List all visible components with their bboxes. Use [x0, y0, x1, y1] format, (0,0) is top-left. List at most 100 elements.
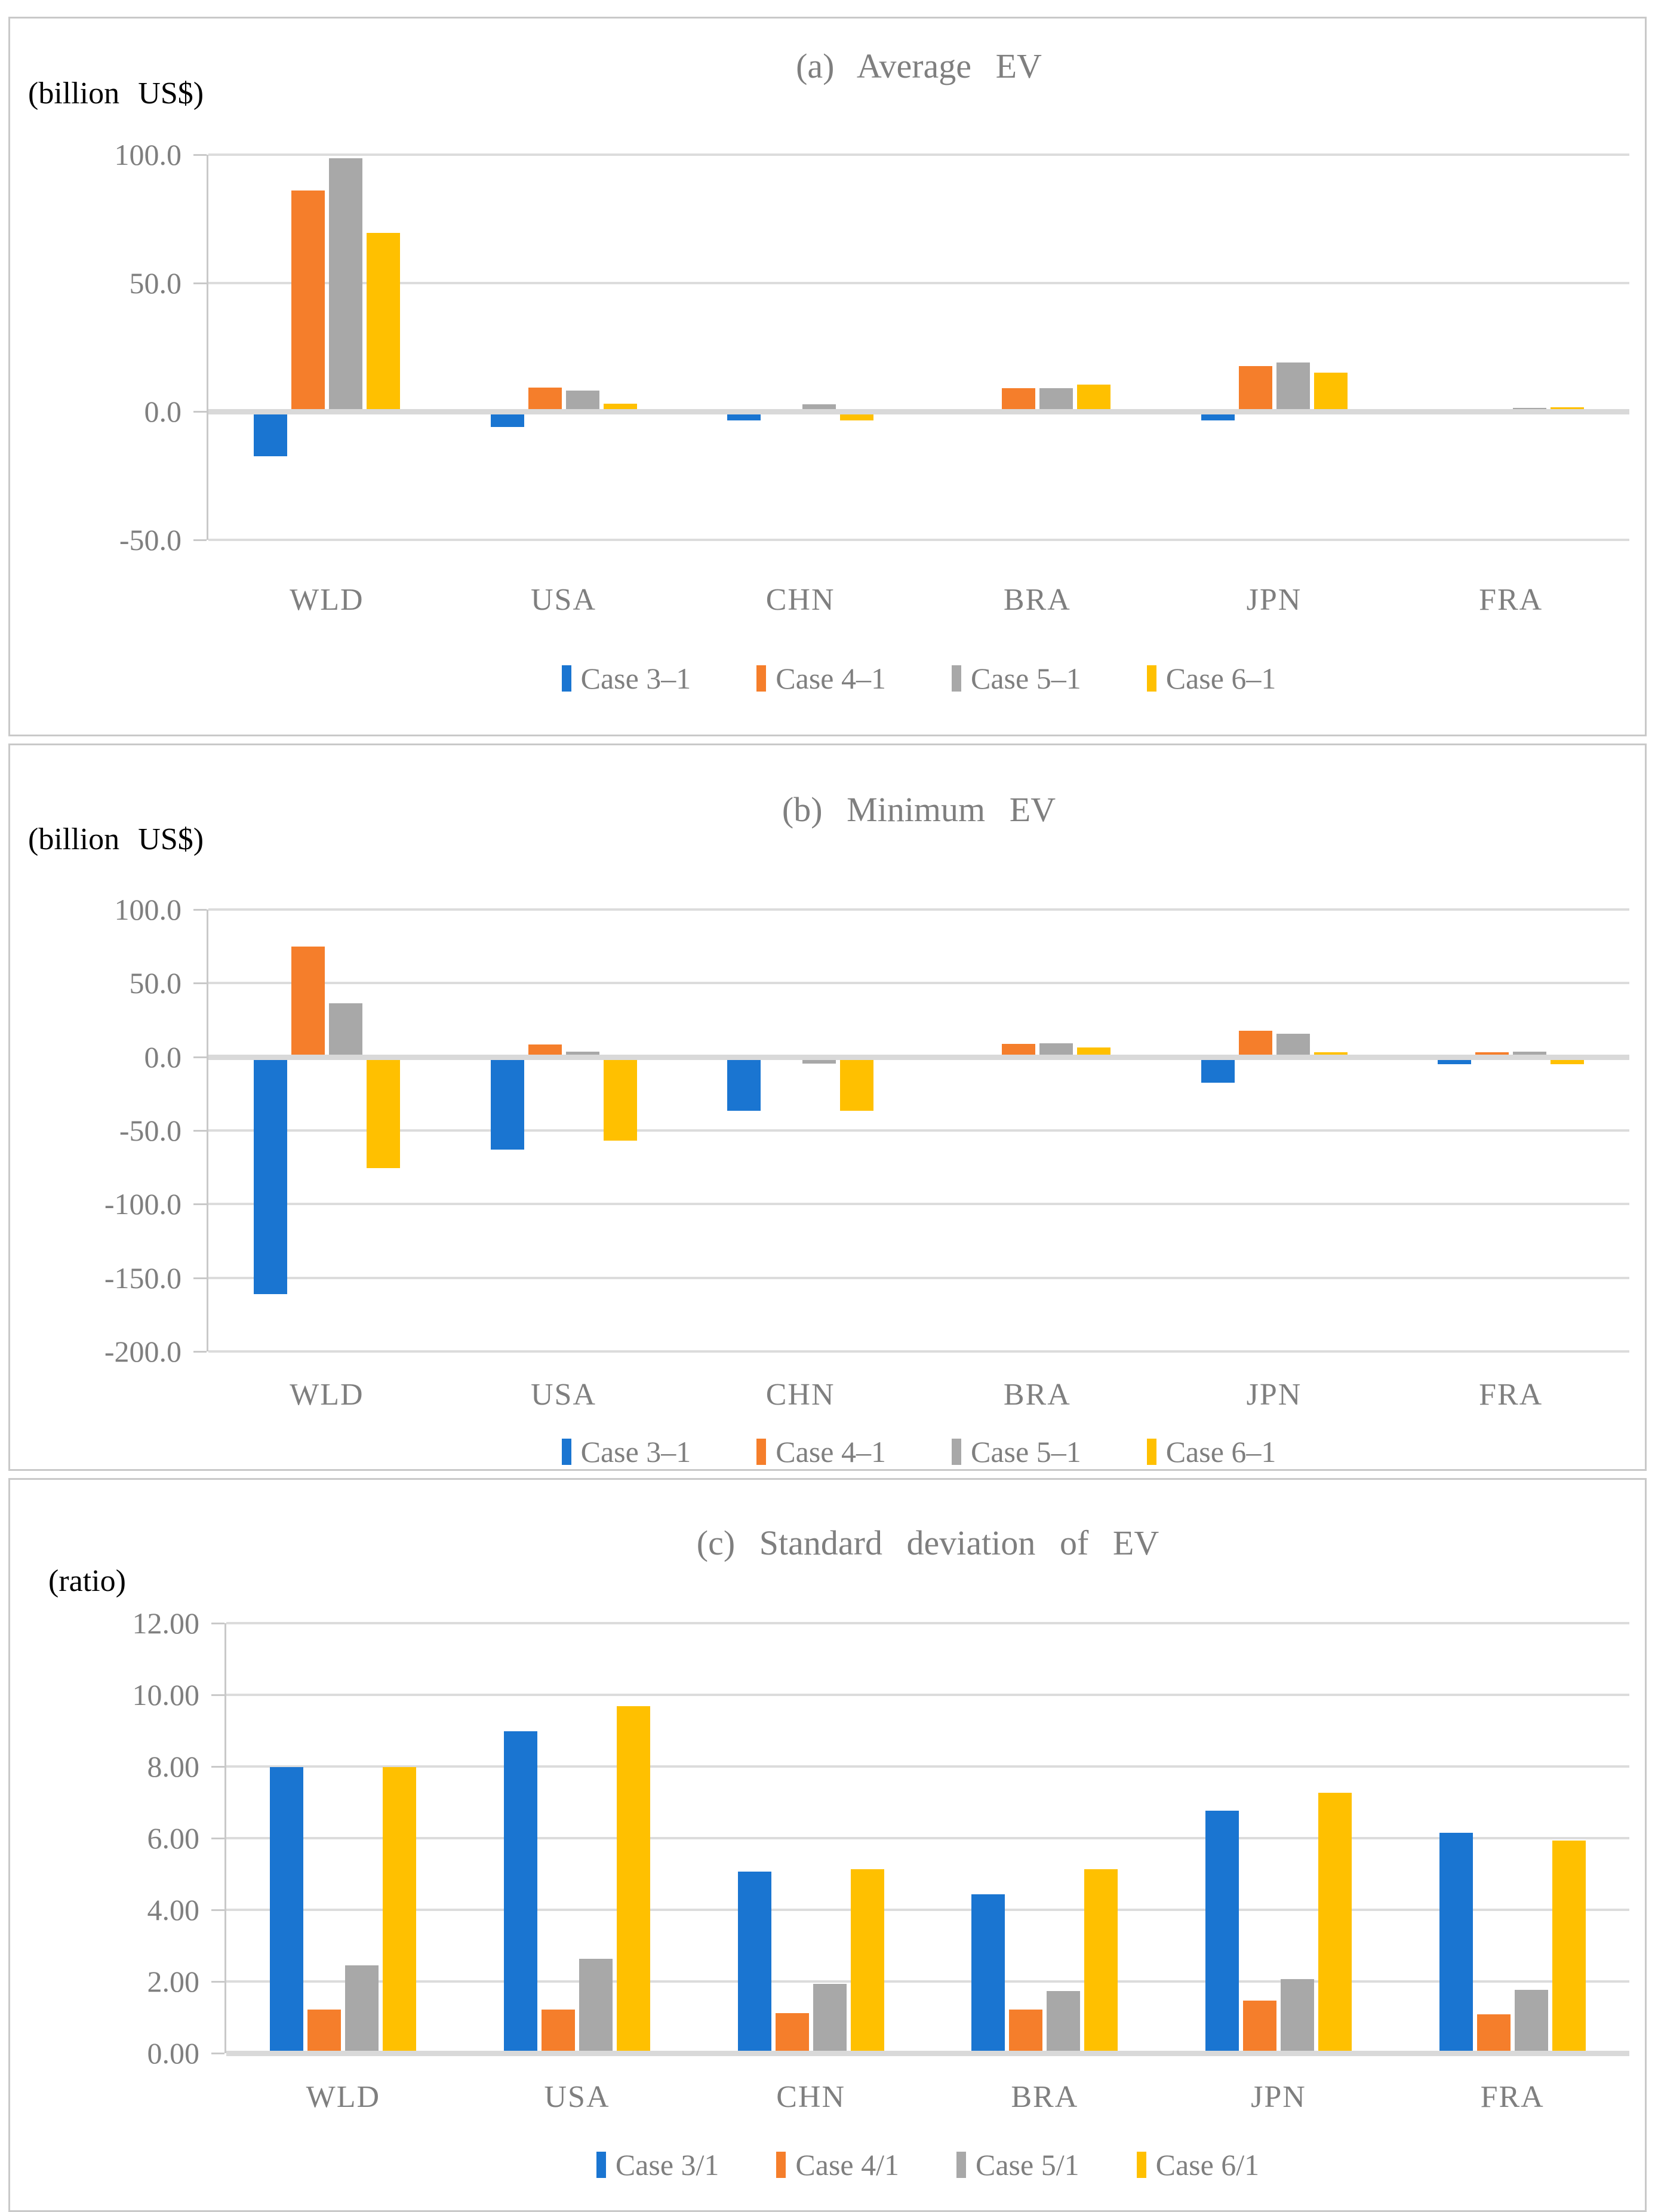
legend-label: Case 4/1 — [795, 2148, 899, 2182]
bar-c-bra-series4 — [1009, 2010, 1043, 2053]
y-tick-label: 100.0 — [114, 138, 182, 171]
y-tick-label: 0.0 — [144, 395, 182, 428]
legend-label: Case 3–1 — [580, 1435, 691, 1468]
bar-b-fra-series5 — [1513, 1052, 1547, 1057]
bar-a-wld-series5 — [328, 158, 362, 411]
category-label-usa: USA — [530, 1378, 597, 1412]
bar-b-bra-series5 — [1039, 1043, 1073, 1057]
panel-stdev-ev: (c) Standard deviation of EV (ratio) 12.… — [8, 1478, 1647, 2212]
bar-c-wld-series4 — [307, 2009, 342, 2053]
y-axis-tick — [193, 1056, 207, 1058]
legend-swatch-icon — [1146, 665, 1156, 692]
gridline — [226, 1837, 1629, 1839]
legend-swatch-icon — [1146, 1439, 1156, 1465]
gridline — [208, 908, 1629, 911]
y-axis-tick — [193, 154, 207, 156]
legend-item-case3: Case 3–1 — [561, 1434, 691, 1469]
legend-item-case6: Case 6/1 — [1136, 2148, 1260, 2182]
bar-b-usa-series6 — [603, 1056, 637, 1141]
bar-a-jpn-series4 — [1238, 365, 1272, 411]
legend-c: Case 3/1 Case 4/1 Case 5/1 Case 6/1 — [226, 2148, 1629, 2182]
y-axis-tick — [211, 1766, 224, 1768]
bar-c-chn-series5 — [813, 1984, 847, 2053]
category-label-jpn: JPN — [1246, 1378, 1302, 1412]
y-axis-tick — [211, 1694, 224, 1696]
bar-b-wld-series5 — [328, 1003, 362, 1057]
category-label-chn: CHN — [765, 1378, 835, 1412]
bar-c-usa-series6 — [617, 1706, 650, 2053]
legend-item-case4: Case 4–1 — [756, 1434, 886, 1469]
category-label-wld: WLD — [306, 2080, 381, 2114]
y-axis-tick — [193, 1277, 207, 1279]
legend-item-case4: Case 4/1 — [776, 2148, 899, 2182]
category-label-fra: FRA — [1480, 2080, 1545, 2114]
y-tick-label: 6.00 — [147, 1821, 200, 1855]
bar-a-bra-series4 — [1001, 388, 1035, 411]
y-tick-label: -100.0 — [104, 1187, 182, 1221]
y-tick-label: -50.0 — [119, 523, 182, 557]
y-axis-tick — [193, 411, 207, 413]
legend-label: Case 6/1 — [1155, 2148, 1260, 2182]
y-axis-tick — [211, 1981, 224, 1983]
panel-average-ev: (a) Average EV (billion US$) 100.0 50.0 0.… — [8, 17, 1647, 736]
legend-swatch-icon — [956, 2152, 966, 2178]
y-axis-tick — [211, 1838, 224, 1839]
y-axis-tick — [211, 2053, 224, 2054]
legend-item-case5: Case 5–1 — [952, 1434, 1081, 1469]
bar-b-wld-series3 — [253, 1056, 287, 1294]
category-label-usa: USA — [530, 583, 597, 617]
y-tick-label: 0.00 — [147, 2036, 200, 2070]
bar-c-wld-series3 — [270, 1767, 304, 2053]
gridline — [208, 1350, 1629, 1353]
bar-b-wld-series4 — [291, 947, 325, 1057]
bar-c-bra-series3 — [971, 1894, 1005, 2053]
bar-a-usa-series4 — [528, 388, 562, 411]
bar-a-jpn-series5 — [1276, 362, 1310, 411]
gridline — [226, 1765, 1629, 1768]
bar-c-fra-series6 — [1552, 1841, 1586, 2053]
category-label-bra: BRA — [1003, 583, 1071, 617]
y-axis-line — [207, 910, 208, 1351]
bar-a-bra-series6 — [1076, 384, 1110, 411]
category-label-fra: FRA — [1479, 1378, 1543, 1412]
category-label-jpn: JPN — [1246, 583, 1302, 617]
bar-b-wld-series6 — [366, 1056, 400, 1169]
y-tick-label: 10.00 — [132, 1678, 200, 1712]
bar-b-chn-series5 — [802, 1056, 836, 1064]
panel-minimum-ev: (b) Minimum EV (billion US$) 100.0 50.0 0.… — [8, 744, 1647, 1471]
bar-c-usa-series3 — [504, 1731, 537, 2053]
y-axis-tick — [193, 909, 207, 911]
legend-swatch-icon — [952, 665, 961, 692]
bar-b-jpn-series4 — [1238, 1031, 1272, 1057]
bar-a-usa-series5 — [565, 390, 599, 411]
legend-swatch-icon — [561, 665, 571, 692]
legend-swatch-icon — [1136, 2152, 1146, 2178]
legend-item-case4: Case 4–1 — [756, 661, 886, 696]
legend-label: Case 4–1 — [776, 1435, 886, 1468]
bar-c-bra-series5 — [1047, 1991, 1081, 2053]
y-tick-label: 4.00 — [147, 1893, 200, 1927]
bar-b-usa-series4 — [528, 1044, 562, 1057]
legend-item-case6: Case 6–1 — [1146, 1434, 1276, 1469]
gridline — [208, 982, 1629, 985]
bar-a-wld-series6 — [366, 233, 400, 411]
chart-title-c: (c) Standard deviation of EV — [696, 1523, 1159, 1562]
category-label-chn: CHN — [765, 583, 835, 617]
gridline — [226, 1980, 1629, 1983]
legend-label: Case 3/1 — [615, 2148, 719, 2182]
category-label-wld: WLD — [290, 583, 364, 617]
gridline — [226, 1909, 1629, 1911]
zero-axis-line — [226, 2051, 1629, 2056]
category-label-fra: FRA — [1479, 583, 1543, 617]
y-axis-tick — [193, 1130, 207, 1132]
legend-swatch-icon — [776, 2152, 786, 2178]
gridline — [208, 153, 1629, 156]
bar-c-chn-series3 — [737, 1872, 771, 2053]
category-label-wld: WLD — [290, 1378, 364, 1412]
legend-item-case3: Case 3–1 — [561, 661, 691, 696]
y-axis-tick — [193, 1203, 207, 1206]
legend-label: Case 3–1 — [580, 662, 691, 695]
category-label-bra: BRA — [1003, 1378, 1071, 1412]
bar-a-wld-series4 — [291, 191, 325, 411]
legend-item-case5: Case 5–1 — [952, 661, 1081, 696]
